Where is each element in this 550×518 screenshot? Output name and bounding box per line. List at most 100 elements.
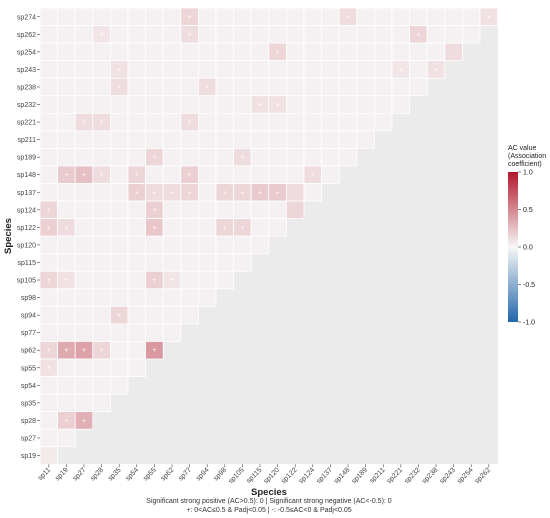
heatmap-cell <box>197 218 217 237</box>
heatmap-cell <box>74 183 94 202</box>
heatmap-cell <box>338 95 358 114</box>
heatmap-cell <box>162 288 182 307</box>
heatmap-cell <box>461 25 481 44</box>
heatmap-cell <box>303 7 323 26</box>
heatmap-cell <box>285 112 305 132</box>
significance-marker: + <box>398 66 403 73</box>
heatmap-cell <box>110 183 129 202</box>
color-legend: AC value (Association coefficient) 1.0 0.… <box>508 145 546 327</box>
x-tick-label: sp122 <box>280 467 299 486</box>
heatmap-cell <box>373 60 393 79</box>
heatmap-cell <box>444 25 463 44</box>
heatmap-cell <box>356 42 375 62</box>
heatmap-cell <box>180 60 199 79</box>
significance-marker: + <box>81 347 86 354</box>
heatmap-cell <box>180 253 199 272</box>
heatmap-cell <box>145 112 164 132</box>
heatmap-cell <box>57 7 76 26</box>
heatmap-cell <box>110 95 129 114</box>
heatmap-cell <box>110 288 129 307</box>
heatmap-cell <box>74 60 94 79</box>
heatmap-cell <box>180 130 199 149</box>
caption-line-1: Significant strong positive (AC>0.5): 0 … <box>146 498 391 505</box>
significance-marker: + <box>416 31 421 38</box>
heatmap-cell <box>285 200 305 220</box>
heatmap-cell <box>303 147 323 167</box>
heatmap-cell <box>74 200 94 220</box>
heatmap-cell <box>180 147 199 167</box>
heatmap-cell <box>110 218 129 237</box>
heatmap-cell <box>285 165 305 184</box>
x-tick-label: sp28 <box>89 467 105 483</box>
heatmap-cell <box>110 270 129 290</box>
heatmap-cell <box>268 165 287 184</box>
heatmap-cell <box>57 25 76 44</box>
heatmap-cell <box>303 25 323 44</box>
heatmap-cell <box>74 235 94 255</box>
x-tick-label: sp19 <box>54 467 70 483</box>
heatmap-cell <box>321 25 340 44</box>
heatmap-cell <box>444 42 463 62</box>
heatmap-cell <box>180 200 199 220</box>
heatmap-cell <box>57 305 76 325</box>
heatmap-cell <box>233 112 252 132</box>
heatmap-cell <box>180 288 199 307</box>
significance-marker: + <box>117 84 122 91</box>
heatmap-cell <box>162 323 182 342</box>
heatmap-cell <box>180 270 199 290</box>
heatmap-cell <box>250 130 270 149</box>
heatmap-cell <box>110 42 129 62</box>
heatmap-cell <box>127 42 147 62</box>
heatmap-cell <box>197 147 217 167</box>
heatmap-cell <box>250 235 270 255</box>
heatmap-cell <box>127 112 147 132</box>
significance-marker: + <box>222 224 227 231</box>
y-tick-label: sp243 <box>17 67 36 74</box>
heatmap-cell <box>285 95 305 114</box>
significance-marker: + <box>46 365 51 372</box>
significance-marker: + <box>222 189 227 196</box>
heatmap-cell <box>110 25 129 44</box>
heatmap-cell <box>39 25 59 44</box>
significance-marker: + <box>64 224 69 231</box>
heatmap-cell <box>145 235 164 255</box>
heatmap-cell <box>110 147 129 167</box>
heatmap-cell <box>57 112 76 132</box>
heatmap-cell <box>162 200 182 220</box>
y-axis-title: Species <box>3 218 14 254</box>
heatmap-cell <box>409 77 428 97</box>
significance-marker: + <box>81 172 86 179</box>
heatmap-cell <box>110 376 129 395</box>
significance-marker: + <box>81 119 86 126</box>
significance-marker: + <box>275 49 280 56</box>
heatmap-cell <box>391 25 411 44</box>
significance-marker: + <box>117 312 122 319</box>
significance-marker: + <box>187 119 192 126</box>
heatmap-cell <box>215 7 235 26</box>
heatmap-cell <box>127 60 147 79</box>
heatmap-cell <box>92 393 111 413</box>
heatmap-cell <box>57 147 76 167</box>
heatmap-cell <box>92 323 111 342</box>
heatmap-cell <box>57 428 76 448</box>
heatmap-cell <box>57 393 76 413</box>
heatmap-cell <box>215 25 235 44</box>
heatmap-cell <box>92 376 111 395</box>
significance-marker: + <box>152 207 157 214</box>
heatmap-cell <box>39 42 59 62</box>
x-tick-label: sp27 <box>72 467 88 483</box>
significance-marker: + <box>240 224 245 231</box>
heatmap-cell <box>197 270 217 290</box>
heatmap-cell <box>57 288 76 307</box>
heatmap-cell <box>426 42 446 62</box>
heatmap-cell <box>180 305 199 325</box>
heatmap-cell <box>250 147 270 167</box>
heatmap-cell <box>285 42 305 62</box>
heatmap-cell <box>233 95 252 114</box>
x-tick-label: sp120 <box>263 467 282 486</box>
x-tick-label: sp77 <box>177 467 193 483</box>
legend-title-line-3: coefficient) <box>508 161 542 168</box>
heatmap-cell <box>110 130 129 149</box>
significance-marker: + <box>310 172 315 179</box>
heatmap-cell <box>57 253 76 272</box>
